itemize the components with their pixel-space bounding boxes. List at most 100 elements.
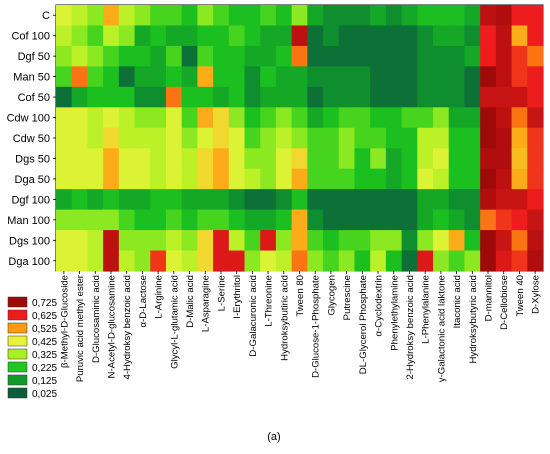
heatmap-cell (181, 230, 198, 252)
heatmap-cell (228, 189, 246, 211)
heatmap-cell (495, 168, 513, 190)
heatmap-cell (527, 5, 544, 27)
column-label: D-Glucosaminic acid (91, 275, 102, 363)
heatmap-cell (464, 66, 481, 88)
heatmap-cell (291, 168, 308, 190)
heatmap-cell (71, 66, 89, 88)
heatmap-cell (291, 107, 308, 129)
column-label: D-Galacuronic acid (248, 275, 259, 357)
heatmap-cell (417, 66, 434, 88)
heatmap-cell (385, 189, 403, 211)
heatmap-cell (323, 86, 340, 108)
heatmap-cell (56, 25, 73, 47)
heatmap-cell (260, 86, 277, 108)
heatmap-cell (244, 127, 261, 149)
heatmap-cell (480, 189, 497, 211)
heatmap-cell (338, 168, 356, 190)
row-label: Dga 100 (8, 256, 50, 268)
heatmap-cell (338, 127, 356, 149)
heatmap-cell (338, 209, 356, 231)
heatmap-cell (495, 25, 513, 47)
column-label: 2-Hydroksy benzoic acid (405, 275, 416, 380)
heatmap-cell (354, 5, 371, 27)
heatmap-cell (338, 107, 356, 129)
heatmap-cell (495, 189, 513, 211)
heatmap-cell (480, 230, 497, 252)
heatmap-cell (370, 168, 387, 190)
heatmap-cell (480, 5, 497, 27)
heatmap-cell (307, 86, 324, 108)
heatmap-cell (134, 127, 151, 149)
heatmap-cell (228, 107, 246, 129)
legend-label: 0,725 (32, 298, 57, 309)
column-label: L-Asparagine (201, 275, 212, 332)
heatmap-cell (275, 5, 293, 27)
heatmap-cell (338, 230, 356, 252)
heatmap-cell (71, 250, 89, 272)
heatmap-cell (260, 230, 277, 252)
heatmap-cell (354, 45, 371, 67)
heatmap-cell (433, 25, 450, 47)
heatmap-cell (118, 209, 136, 231)
heatmap-cell (385, 5, 403, 27)
heatmap-cell (275, 148, 293, 170)
heatmap-cell (433, 127, 450, 149)
row-label: Dga 50 (15, 174, 50, 186)
heatmap-cell (56, 230, 73, 252)
heatmap-cell (464, 230, 481, 252)
heatmap-cell (71, 45, 89, 67)
heatmap-cell (354, 86, 371, 108)
heatmap-cell (464, 250, 481, 272)
heatmap-cell (213, 250, 230, 272)
heatmap-cell (338, 45, 356, 67)
heatmap-cell (385, 168, 403, 190)
column-label: I-Erythritol (232, 275, 243, 319)
heatmap-cell (464, 45, 481, 67)
heatmap-cell (464, 148, 481, 170)
legend-label: 0,625 (32, 311, 57, 322)
heatmap-cell (370, 209, 387, 231)
heatmap-cell (134, 168, 151, 190)
heatmap-cell (87, 230, 104, 252)
heatmap-cell (464, 25, 481, 47)
heatmap-cell (103, 25, 120, 47)
heatmap-cell (181, 209, 198, 231)
heatmap-cell (417, 45, 434, 67)
heatmap-cell (495, 230, 513, 252)
heatmap-cell (134, 250, 151, 272)
heatmap-cell (511, 86, 528, 108)
heatmap-cell (118, 127, 136, 149)
legend-swatch (7, 322, 28, 334)
heatmap-cell (71, 168, 89, 190)
heatmap-cell (150, 25, 167, 47)
heatmap-cell (480, 107, 497, 129)
heatmap-cell (495, 209, 513, 231)
heatmap-cell (213, 148, 230, 170)
heatmap-cell (527, 189, 544, 211)
heatmap-cell (260, 168, 277, 190)
heatmap-cell (401, 66, 418, 88)
heatmap-cell (150, 45, 167, 67)
heatmap-cell (291, 189, 308, 211)
heatmap-cell (197, 189, 214, 211)
heatmap-cell (213, 209, 230, 231)
heatmap-cell (118, 148, 136, 170)
heatmap-cell (291, 127, 308, 149)
heatmap-cell (417, 250, 434, 272)
heatmap-cell (401, 148, 418, 170)
heatmap-cell (134, 66, 151, 88)
heatmap-cell (71, 230, 89, 252)
heatmap-cell (495, 5, 513, 27)
heatmap-cell (433, 230, 450, 252)
heatmap-cell (181, 5, 198, 27)
heatmap-cell (197, 66, 214, 88)
heatmap-cell (118, 25, 136, 47)
heatmap-cell (495, 107, 513, 129)
heatmap-cell (385, 86, 403, 108)
heatmap-cell (244, 45, 261, 67)
heatmap-cell (370, 66, 387, 88)
heatmap-cell (275, 230, 293, 252)
heatmap-cell (323, 5, 340, 27)
heatmap-cell (433, 66, 450, 88)
heatmap-cell (197, 5, 214, 27)
